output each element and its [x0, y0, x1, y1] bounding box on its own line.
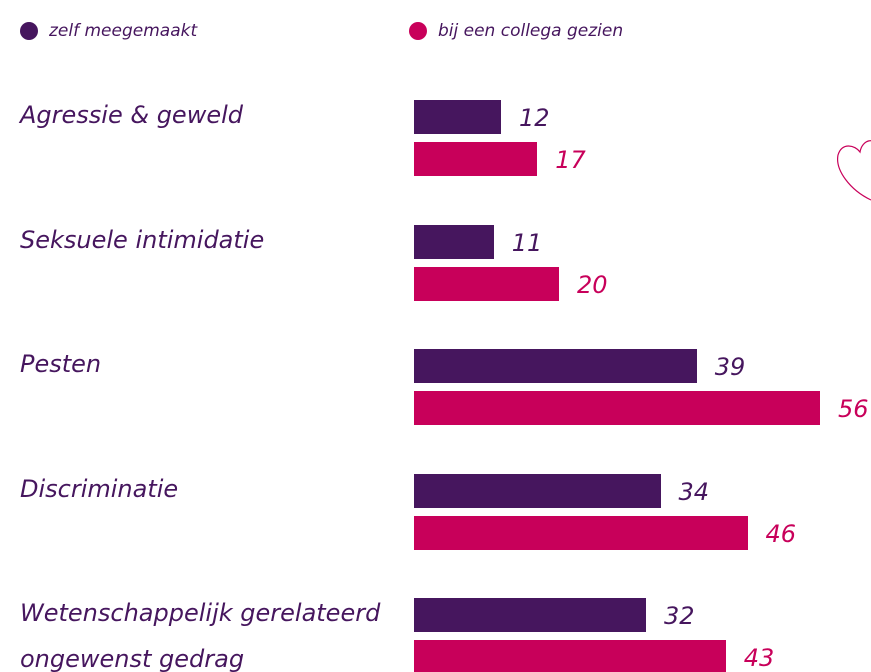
- bar: [414, 225, 494, 259]
- bar: [414, 516, 748, 550]
- value-label: 12: [519, 101, 550, 135]
- category-label: Seksuele intimidatie: [20, 217, 390, 263]
- category-label: Discriminatie: [20, 466, 390, 512]
- value-label: 43: [744, 641, 775, 672]
- legend-text: bij een collega gezien: [438, 21, 623, 41]
- value-label: 46: [766, 517, 797, 551]
- bar: [414, 267, 559, 301]
- bar: [414, 142, 537, 176]
- bar: [414, 349, 697, 383]
- chart: zelf meegemaakt bij een collega gezien Agr…: [0, 0, 871, 672]
- category-label: Agressie & geweld: [20, 92, 390, 138]
- bar: [414, 391, 820, 425]
- heart-doodle: [838, 141, 871, 200]
- bar: [414, 598, 646, 632]
- value-label: 34: [679, 475, 710, 509]
- bar: [414, 100, 501, 134]
- value-label: 17: [555, 143, 586, 177]
- legend-text: zelf meegemaakt: [49, 21, 197, 41]
- bar: [414, 640, 726, 672]
- legend-swatch: [409, 22, 427, 40]
- value-label: 11: [512, 226, 543, 260]
- value-label: 20: [577, 268, 608, 302]
- category-label: Wetenschappelijk gerelateerd ongewenst g…: [20, 590, 390, 672]
- bar: [414, 474, 661, 508]
- value-label: 39: [715, 350, 746, 384]
- category-label: Pesten: [20, 341, 390, 387]
- value-label: 32: [664, 599, 695, 633]
- value-label: 56: [838, 392, 869, 426]
- legend-swatch: [20, 22, 38, 40]
